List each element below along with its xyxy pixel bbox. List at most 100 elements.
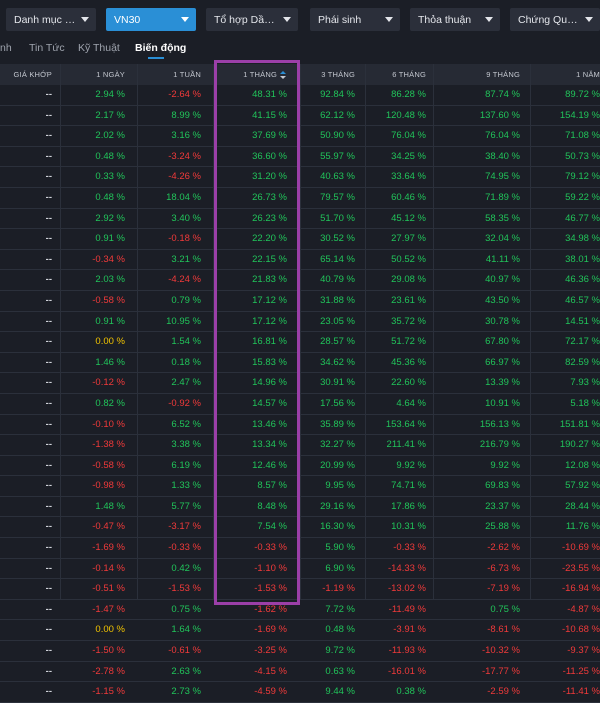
column-header[interactable]: 9 THÁNG <box>430 64 520 85</box>
table-cell: -2.59 % <box>487 686 520 698</box>
column-header[interactable]: 3 THÁNG <box>290 64 355 85</box>
table-cell: -16.01 % <box>387 665 426 677</box>
table-cell: -0.18 % <box>168 233 201 245</box>
table-cell: 46.57 % <box>565 294 600 306</box>
table-cell: 1.54 % <box>171 336 201 348</box>
table-cell: -7.19 % <box>487 583 520 595</box>
tab-bar: nh Tin Tức Kỹ Thuật Biến động <box>0 38 600 62</box>
table-cell: 51.72 % <box>391 336 426 348</box>
column-header[interactable]: 1 NGÀY <box>55 64 125 85</box>
tab-news[interactable]: Tin Tức <box>29 42 65 54</box>
table-row[interactable]: -- -1.15 % 2.73 % -4.59 % 9.44 % 0.38 % -2.59 … <box>0 682 600 703</box>
table-cell: 153.64 % <box>385 418 426 430</box>
table-cell: -- <box>45 336 52 348</box>
tab-partial[interactable]: nh <box>0 42 12 54</box>
table-cell: 34.25 % <box>391 150 426 162</box>
table-cell: 3.21 % <box>171 253 201 265</box>
table-cell: -- <box>45 274 52 286</box>
column-divider <box>300 64 301 600</box>
column-header[interactable]: 1 NĂM <box>525 64 600 85</box>
table-cell: -1.15 % <box>92 686 125 698</box>
column-header-label: 1 NGÀY <box>96 70 125 79</box>
table-cell: 66.97 % <box>485 356 520 368</box>
chevron-down-icon <box>181 17 189 22</box>
table-cell: 2.47 % <box>171 377 201 389</box>
column-divider <box>530 64 531 600</box>
table-cell: 50.73 % <box>565 150 600 162</box>
table-cell: 27.97 % <box>391 233 426 245</box>
column-divider <box>433 64 434 600</box>
table-cell: 41.15 % <box>252 109 287 121</box>
table-cell: -0.58 % <box>92 294 125 306</box>
table-cell: 2.17 % <box>95 109 125 121</box>
table-cell: -11.41 % <box>562 686 600 698</box>
dropdown-agreement[interactable]: Thỏa thuận <box>410 8 500 31</box>
dropdown-index[interactable]: VN30 <box>106 8 196 31</box>
column-header[interactable]: 6 THÁNG <box>358 64 426 85</box>
table-cell: 0.63 % <box>325 665 355 677</box>
table-cell: -0.34 % <box>92 253 125 265</box>
dropdown-warrants[interactable]: Chứng Quyền <box>510 8 600 31</box>
dropdown-portfolio[interactable]: Danh mục cá ... <box>6 8 96 31</box>
table-cell: 17.86 % <box>391 500 426 512</box>
table-cell: -- <box>45 480 52 492</box>
table-cell: 30.52 % <box>320 233 355 245</box>
sort-icon[interactable] <box>280 70 287 80</box>
table-row[interactable]: -- 0.00 % 1.64 % -1.69 % 0.48 % -3.91 % -8.61 … <box>0 620 600 642</box>
table-cell: 3.40 % <box>171 212 201 224</box>
table-cell: -- <box>45 315 52 327</box>
table-cell: 74.95 % <box>485 171 520 183</box>
table-cell: -9.37 % <box>567 645 600 657</box>
table-cell: -0.47 % <box>92 521 125 533</box>
table-cell: 86.28 % <box>391 89 426 100</box>
table-cell: 0.82 % <box>95 397 125 409</box>
tab-technical[interactable]: Kỹ Thuật <box>78 42 120 54</box>
table-cell: 41.11 % <box>485 253 520 265</box>
table-cell: 0.75 % <box>490 603 520 615</box>
table-row[interactable]: -- -2.78 % 2.63 % -4.15 % 0.63 % -16.01 % -17.… <box>0 662 600 683</box>
table-cell: -23.55 % <box>561 562 600 574</box>
column-header[interactable]: GIÁ KHỚP <box>0 64 52 85</box>
table-cell: 7.93 % <box>570 377 600 389</box>
chevron-down-icon <box>385 17 393 22</box>
column-header[interactable]: 1 THÁNG <box>207 64 287 85</box>
table-cell: 38.01 % <box>565 253 600 265</box>
table-cell: -- <box>45 624 52 636</box>
table-cell: -4.26 % <box>168 171 201 183</box>
table-cell: 67.80 % <box>485 336 520 348</box>
table-cell: -0.61 % <box>168 645 201 657</box>
table-cell: 16.81 % <box>252 336 287 348</box>
table-cell: 32.04 % <box>485 233 520 245</box>
table-cell: 1.33 % <box>171 480 201 492</box>
table-cell: 10.91 % <box>485 397 520 409</box>
table-cell: 3.38 % <box>171 439 201 451</box>
tab-fluctuation[interactable]: Biến động <box>135 42 187 54</box>
column-divider <box>137 64 138 600</box>
table-cell: -1.38 % <box>92 439 125 451</box>
table-cell: -0.51 % <box>92 583 125 595</box>
table-cell: -0.58 % <box>92 459 125 471</box>
active-tab-indicator <box>148 57 164 59</box>
dropdown-industry[interactable]: Tổ hợp Dầu khí L4 <box>206 8 298 31</box>
table-cell: 76.04 % <box>485 130 520 142</box>
chevron-down-icon <box>485 17 493 22</box>
table-row[interactable]: -- -1.50 % -0.61 % -3.25 % 9.72 % -11.93 % -10… <box>0 641 600 662</box>
table-cell: 20.99 % <box>320 459 355 471</box>
table-cell: -0.33 % <box>393 542 426 554</box>
table-cell: 25.88 % <box>485 521 520 533</box>
table-cell: 2.63 % <box>171 665 201 677</box>
table-cell: -6.73 % <box>487 562 520 574</box>
table-cell: 5.90 % <box>325 542 355 554</box>
table-cell: 13.39 % <box>485 377 520 389</box>
table-cell: 0.48 % <box>95 150 125 162</box>
table-cell: 45.36 % <box>391 356 426 368</box>
table-cell: -4.59 % <box>254 686 287 698</box>
table-cell: 6.52 % <box>171 418 201 430</box>
table-cell: -11.25 % <box>562 665 600 677</box>
column-header[interactable]: 1 TUẦN <box>131 64 201 85</box>
table-cell: -- <box>45 562 52 574</box>
table-cell: -1.62 % <box>254 603 287 615</box>
column-header-label: 3 THÁNG <box>321 70 355 79</box>
dropdown-derivatives[interactable]: Phái sinh <box>310 8 400 31</box>
table-row[interactable]: -- -1.47 % 0.75 % -1.62 % 7.72 % -11.49 % 0.75… <box>0 600 600 621</box>
